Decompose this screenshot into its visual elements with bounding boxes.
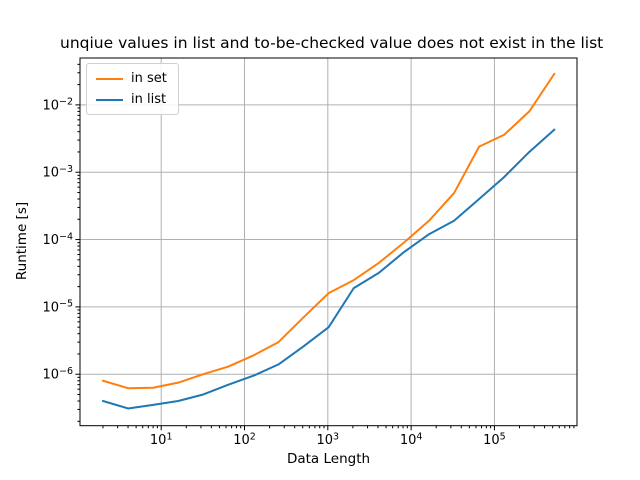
- x-tick-labels: 101 102 103 104 105: [150, 431, 506, 448]
- svg-text:101: 101: [150, 431, 173, 448]
- legend-label-in-list: in list: [131, 92, 167, 107]
- svg-text:105: 105: [483, 431, 506, 448]
- series-line-in-list: [101, 128, 556, 410]
- legend-item-in-list: in list: [96, 92, 167, 107]
- y-axis-label: Runtime [s]: [14, 201, 30, 281]
- svg-text:102: 102: [233, 431, 256, 448]
- legend: in set in list: [86, 63, 179, 115]
- y-tick-labels: 10−2 10−3 10−4 10−5 10−6: [42, 97, 73, 383]
- legend-line-swatch-in-list: [96, 98, 123, 101]
- svg-text:10−4: 10−4: [42, 231, 73, 248]
- svg-text:103: 103: [317, 431, 340, 448]
- y-ticks: [75, 63, 80, 422]
- legend-label-in-set: in set: [131, 71, 167, 86]
- legend-item-in-set: in set: [96, 71, 167, 86]
- svg-text:104: 104: [400, 431, 423, 448]
- legend-line-swatch-in-set: [96, 77, 123, 80]
- x-ticks: [102, 425, 575, 431]
- axes-frame: [79, 57, 578, 427]
- series-line-in-set: [101, 72, 556, 390]
- svg-text:10−2: 10−2: [42, 97, 73, 114]
- svg-text:10−6: 10−6: [42, 366, 73, 383]
- x-axis-label: Data Length: [286, 451, 371, 467]
- chart-title: unqiue values in list and to-be-checked …: [60, 34, 604, 52]
- svg-text:10−3: 10−3: [42, 164, 73, 181]
- svg-text:10−5: 10−5: [42, 299, 73, 316]
